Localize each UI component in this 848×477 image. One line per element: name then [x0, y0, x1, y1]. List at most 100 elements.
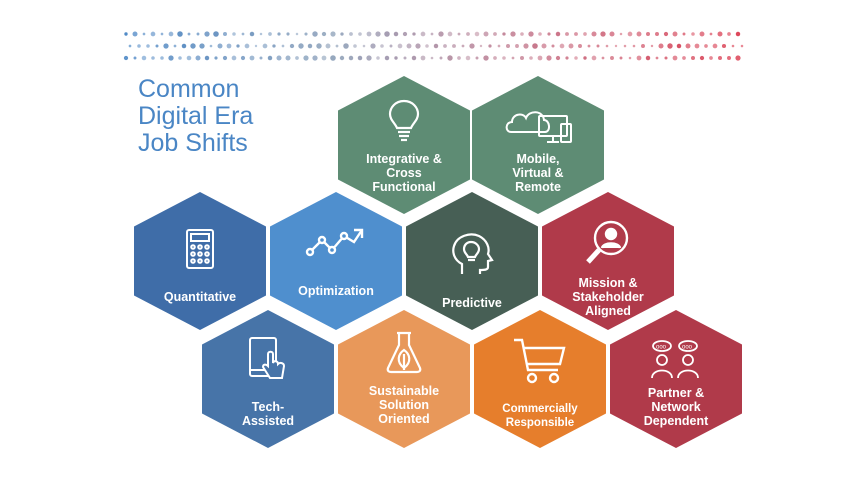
svg-text:ooo: ooo: [682, 345, 693, 351]
band-dot: [699, 55, 705, 61]
band-dot: [394, 56, 398, 60]
band-dot: [124, 32, 128, 36]
band-dot: [538, 32, 542, 36]
band-dot: [520, 32, 524, 36]
band-dot: [555, 31, 561, 37]
band-dot: [587, 44, 591, 48]
svg-text:ooo: ooo: [656, 345, 667, 351]
band-dot: [578, 44, 582, 48]
band-dot: [160, 56, 164, 60]
dotted-band: [123, 31, 744, 61]
title-line-2: Digital Era: [138, 102, 254, 130]
band-dot: [447, 55, 453, 61]
band-dot: [330, 31, 336, 37]
band-dot: [295, 32, 299, 36]
band-dot: [712, 43, 718, 49]
band-dot: [731, 44, 735, 48]
band-dot: [699, 31, 705, 37]
band-dot: [609, 31, 615, 37]
band-dot: [519, 55, 525, 61]
band-dot: [658, 43, 664, 49]
band-dot: [672, 55, 678, 61]
band-dot: [277, 32, 281, 36]
band-dot: [196, 32, 200, 36]
band-dot: [380, 44, 384, 48]
band-dot: [636, 55, 642, 61]
band-dot: [655, 56, 659, 60]
band-dot: [132, 31, 138, 37]
band-dot: [493, 32, 497, 36]
band-dot: [249, 55, 255, 61]
band-dot: [397, 43, 403, 49]
band-dot: [316, 43, 322, 49]
band-dot: [241, 32, 245, 36]
band-dot: [493, 56, 497, 60]
band-dot: [466, 32, 470, 36]
band-dot: [667, 43, 673, 49]
title-line-3: Job Shifts: [138, 129, 248, 157]
band-dot: [483, 55, 489, 61]
band-dot: [475, 56, 479, 60]
band-dot: [137, 44, 141, 48]
band-dot: [146, 44, 150, 48]
hex-tech: Tech- Assisted: [202, 310, 334, 448]
band-dot: [655, 32, 659, 36]
hex-quantitative: Quantitative: [134, 192, 266, 330]
band-dot: [718, 56, 722, 60]
flask-leaf-icon: [338, 330, 470, 374]
band-dot: [209, 44, 213, 48]
band-dot: [627, 31, 633, 37]
band-dot: [366, 31, 372, 37]
band-dot: [213, 31, 219, 37]
band-dot: [502, 32, 506, 36]
band-dot: [307, 43, 313, 49]
band-dot: [376, 56, 380, 60]
band-dot: [439, 56, 443, 60]
band-dot: [528, 31, 534, 37]
band-dot: [740, 44, 744, 48]
band-dot: [223, 32, 227, 36]
band-dot: [502, 56, 506, 60]
band-dot: [177, 31, 183, 37]
band-dot: [565, 32, 569, 36]
band-dot: [204, 55, 210, 61]
band-dot: [479, 44, 483, 48]
band-dot: [457, 56, 461, 60]
band-dot: [384, 31, 390, 37]
band-dot: [173, 44, 177, 48]
band-dot: [632, 44, 636, 48]
band-dot: [438, 31, 444, 37]
band-dot: [483, 31, 489, 37]
band-dot: [523, 43, 529, 49]
band-dot: [461, 44, 465, 48]
band-dot: [267, 55, 273, 61]
band-dot: [727, 56, 731, 60]
band-dot: [704, 44, 708, 48]
magnifier-person-icon: [542, 218, 674, 268]
cloud-devices-icon: [472, 102, 604, 146]
band-dot: [628, 56, 632, 60]
band-dot: [214, 56, 218, 60]
band-dot: [262, 43, 268, 49]
band-dot: [123, 55, 129, 61]
band-dot: [348, 55, 354, 61]
band-dot: [357, 55, 363, 61]
band-dot: [735, 31, 741, 37]
band-dot: [321, 31, 327, 37]
band-dot: [645, 55, 651, 61]
tablet-hand-icon: [202, 336, 334, 382]
band-dot: [565, 56, 569, 60]
trend-arrow-icon: [270, 222, 402, 262]
band-dot: [682, 32, 686, 36]
band-dot: [506, 44, 510, 48]
band-dot: [555, 55, 561, 61]
band-dot: [433, 43, 439, 49]
lightbulb-icon: [338, 98, 470, 142]
hex-optimization: Optimization: [270, 192, 402, 330]
band-dot: [650, 44, 654, 48]
band-dot: [469, 43, 475, 49]
band-dot: [402, 31, 408, 37]
band-dot: [366, 55, 372, 61]
band-dot: [510, 31, 516, 37]
band-dot: [420, 31, 426, 37]
